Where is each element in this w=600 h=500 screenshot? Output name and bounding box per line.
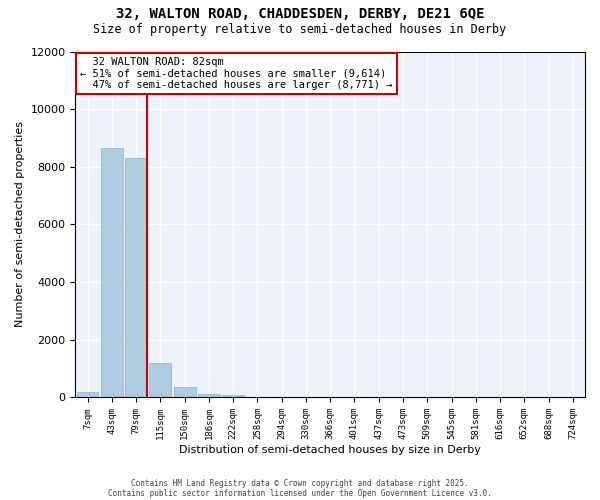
Bar bbox=[173, 388, 196, 398]
Text: 32, WALTON ROAD, CHADDESDEN, DERBY, DE21 6QE: 32, WALTON ROAD, CHADDESDEN, DERBY, DE21… bbox=[116, 8, 484, 22]
Bar bbox=[198, 394, 220, 398]
Bar bbox=[125, 158, 147, 398]
Text: Contains public sector information licensed under the Open Government Licence v3: Contains public sector information licen… bbox=[108, 488, 492, 498]
X-axis label: Distribution of semi-detached houses by size in Derby: Distribution of semi-detached houses by … bbox=[179, 445, 481, 455]
Text: Contains HM Land Registry data © Crown copyright and database right 2025.: Contains HM Land Registry data © Crown c… bbox=[131, 478, 469, 488]
Bar bbox=[77, 392, 98, 398]
Bar bbox=[101, 148, 123, 398]
Bar bbox=[149, 363, 171, 398]
Text: 32 WALTON ROAD: 82sqm
← 51% of semi-detached houses are smaller (9,614)
  47% of: 32 WALTON ROAD: 82sqm ← 51% of semi-deta… bbox=[80, 56, 393, 90]
Y-axis label: Number of semi-detached properties: Number of semi-detached properties bbox=[15, 122, 25, 328]
Text: Size of property relative to semi-detached houses in Derby: Size of property relative to semi-detach… bbox=[94, 22, 506, 36]
Bar bbox=[222, 395, 244, 398]
